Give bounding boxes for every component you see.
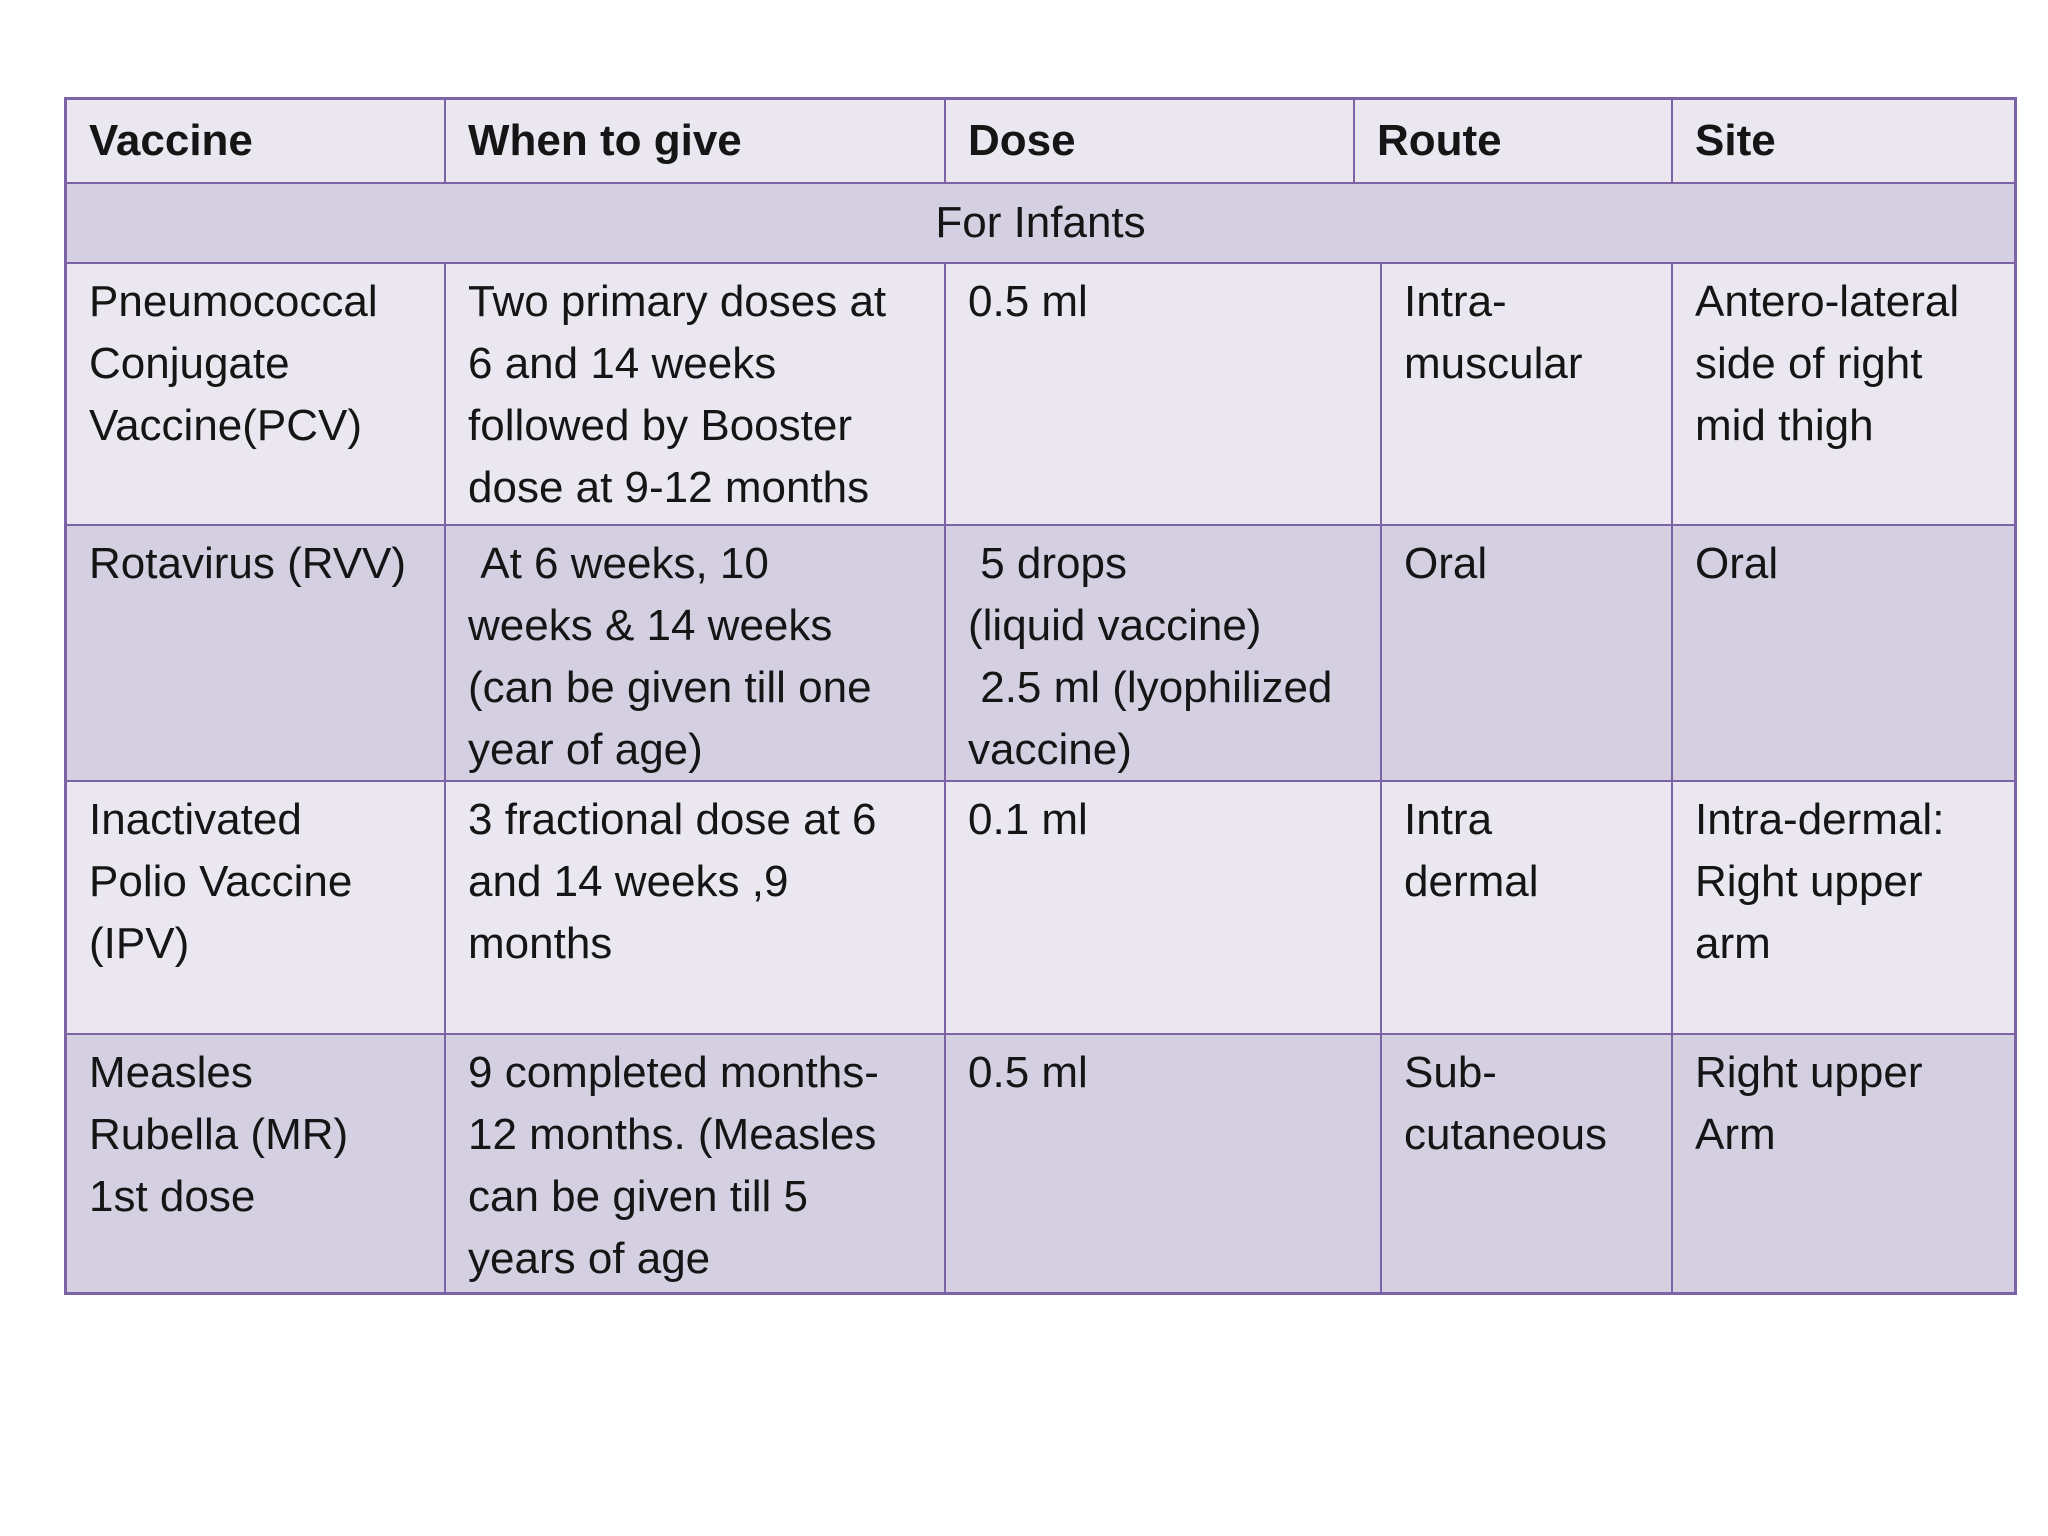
cell-dose: 0.5 ml <box>944 264 1380 524</box>
cell-site: Antero-lateral side of right mid thigh <box>1671 264 2014 524</box>
cell-dose: 0.1 ml <box>944 782 1380 1033</box>
col-header-dose: Dose <box>944 100 1353 182</box>
cell-when-to-give: 3 fractional dose at 6 and 14 weeks ,9 m… <box>444 782 944 1033</box>
cell-route: Oral <box>1380 526 1671 780</box>
section-header-label: For Infants <box>935 198 1146 247</box>
table-row-ipv: Inactivated Polio Vaccine (IPV) 3 fracti… <box>67 780 2014 1033</box>
vaccine-schedule-table: Vaccine When to give Dose Route Site For… <box>64 97 2017 1295</box>
col-header-when-to-give: When to give <box>444 100 944 182</box>
cell-site: Right upper Arm <box>1671 1035 2014 1292</box>
table-row-rotavirus: Rotavirus (RVV) At 6 weeks, 10 weeks & 1… <box>67 524 2014 780</box>
cell-vaccine: Measles Rubella (MR) 1st dose <box>89 1048 349 1221</box>
col-header-site: Site <box>1671 100 2014 182</box>
cell-site: Intra-dermal: Right upper arm <box>1671 782 2014 1033</box>
cell-route: Intra- muscular <box>1380 264 1671 524</box>
cell-route: Sub- cutaneous <box>1380 1035 1671 1292</box>
cell-dose: 5 drops (liquid vaccine) 2.5 ml (lyophil… <box>944 526 1380 780</box>
table-header-row: Vaccine When to give Dose Route Site <box>67 100 2014 182</box>
cell-route: Intra dermal <box>1380 782 1671 1033</box>
col-header-vaccine: Vaccine <box>89 116 253 165</box>
cell-vaccine: Rotavirus (RVV) <box>89 539 407 588</box>
section-header-for-infants: For Infants <box>67 182 2014 262</box>
cell-when-to-give: 9 completed months- 12 months. (Measles … <box>444 1035 944 1292</box>
table-row-pcv: Pneumococcal Conjugate Vaccine(PCV) Two … <box>67 262 2014 524</box>
cell-vaccine: Inactivated Polio Vaccine (IPV) <box>89 795 353 968</box>
cell-site: Oral <box>1671 526 2014 780</box>
table-row-mr: Measles Rubella (MR) 1st dose 9 complete… <box>67 1033 2014 1292</box>
cell-vaccine: Pneumococcal Conjugate Vaccine(PCV) <box>89 277 378 450</box>
cell-when-to-give: At 6 weeks, 10 weeks & 14 weeks (can be … <box>444 526 944 780</box>
cell-dose: 0.5 ml <box>944 1035 1380 1292</box>
col-header-route: Route <box>1353 100 1671 182</box>
cell-when-to-give: Two primary doses at 6 and 14 weeks foll… <box>444 264 944 524</box>
